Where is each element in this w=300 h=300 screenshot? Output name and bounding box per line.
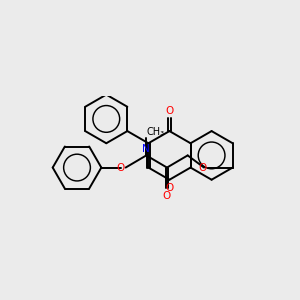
Text: N: N — [142, 144, 150, 154]
Text: CH₃: CH₃ — [147, 127, 165, 137]
Text: O: O — [163, 191, 171, 201]
Text: O: O — [116, 163, 124, 172]
Text: O: O — [165, 183, 174, 193]
Text: O: O — [165, 106, 174, 116]
Text: O: O — [198, 163, 206, 172]
